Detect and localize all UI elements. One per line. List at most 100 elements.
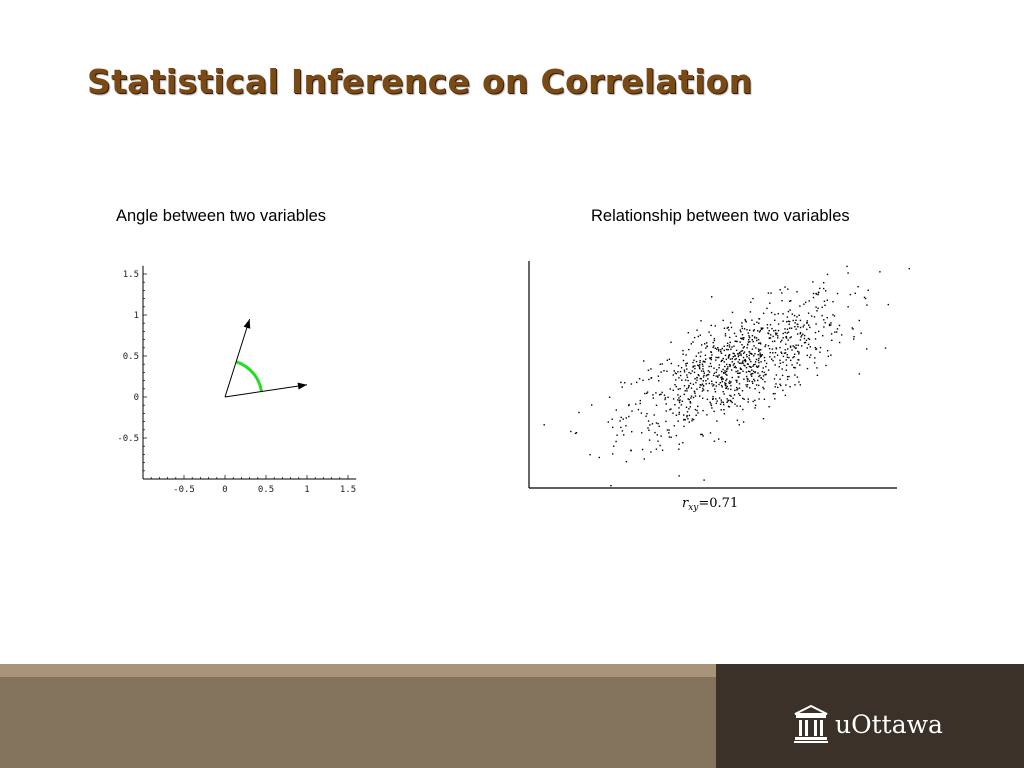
scatter-point (694, 378, 696, 380)
scatter-point (741, 334, 744, 336)
scatter-point (812, 292, 815, 295)
scatter-point (789, 320, 791, 323)
scatter-point (649, 424, 651, 426)
scatter-point (646, 391, 649, 393)
scatter-point (758, 349, 761, 351)
scatter-point (754, 363, 756, 366)
scatter-point (698, 365, 700, 367)
scatter-point (689, 402, 692, 404)
scatter-point (757, 366, 759, 368)
scatter-point (769, 337, 772, 339)
scatter-point (808, 324, 810, 326)
scatter-point (767, 292, 770, 294)
scatter-point (678, 413, 680, 415)
scatter-point (800, 336, 802, 338)
logo-wordmark: uOttawa (835, 709, 943, 739)
scatter-point (788, 323, 790, 325)
scatter-point (748, 354, 750, 357)
scatter-point (628, 403, 630, 406)
scatter-point (628, 404, 630, 407)
scatter-point (752, 297, 754, 300)
scatter-point (741, 390, 744, 392)
scatter-point (782, 313, 784, 315)
scatter-point (723, 349, 725, 352)
scatter-point (797, 323, 799, 325)
scatter-point (744, 360, 747, 363)
scatter-point (768, 330, 770, 332)
scatter-point (773, 330, 775, 332)
scatter-point (635, 403, 637, 405)
scatter-point (665, 403, 667, 405)
scatter-point (782, 320, 784, 322)
scatter-point (742, 356, 745, 359)
scatter-point (788, 300, 791, 302)
scatter-point (677, 399, 679, 401)
scatter-point (686, 388, 688, 390)
scatter-point (724, 333, 727, 335)
scatter-point (746, 386, 748, 388)
scatter-point (616, 434, 618, 436)
scatter-point (760, 354, 762, 357)
scatter-point (714, 325, 716, 327)
scatter-point (758, 391, 761, 394)
scatter-point (678, 377, 680, 379)
scatter-point (721, 359, 723, 362)
scatter-point (785, 359, 787, 361)
scatter-point (598, 456, 600, 459)
scatter-point (781, 368, 783, 370)
scatter-point (775, 348, 778, 350)
scatter-point (700, 378, 702, 380)
scatter-point (647, 369, 650, 371)
scatter-point (739, 351, 741, 354)
scatter-point (746, 380, 749, 382)
scatter-point (753, 345, 755, 347)
scatter-point (866, 304, 868, 306)
scatter-point (747, 341, 750, 343)
scatter-point (670, 436, 672, 438)
scatter-point (858, 373, 861, 375)
scatter-point (702, 384, 705, 387)
scatter-point (695, 360, 698, 363)
scatter-point (826, 317, 828, 319)
scatter-point (822, 335, 824, 337)
scatter-point (799, 326, 802, 329)
scatter-point (794, 384, 796, 386)
scatter-point (860, 332, 862, 334)
scatter-point (659, 444, 661, 447)
scatter-point (758, 398, 760, 400)
scatter-point (726, 385, 728, 388)
scatter-point (666, 359, 668, 361)
scatter-point (623, 434, 625, 436)
scatter-point (779, 359, 781, 361)
scatter-point (749, 352, 751, 355)
scatter-point (744, 358, 746, 361)
scatter-point (755, 365, 758, 367)
scatter-point (908, 267, 910, 270)
scatter-point (717, 347, 719, 349)
scatter-point (742, 397, 744, 400)
scatter-point (729, 364, 731, 366)
scatter-point (774, 313, 776, 316)
scatter-point (745, 354, 748, 356)
scatter-point (743, 352, 745, 355)
scatter-point (730, 326, 733, 329)
scatter-point (728, 329, 730, 331)
scatter-point (713, 384, 715, 386)
scatter-point (769, 302, 771, 304)
scatter-point (685, 354, 687, 356)
scatter-point (667, 396, 669, 398)
scatter-point (853, 338, 855, 340)
scatter-point (720, 401, 723, 403)
scatter-point (678, 407, 680, 409)
scatter-point (717, 375, 719, 377)
scatter-point (706, 414, 708, 416)
scatter-point (823, 326, 825, 328)
scatter-point (721, 347, 723, 350)
scatter-point (744, 318, 746, 321)
scatter-point (673, 425, 675, 427)
scatter-point (733, 353, 735, 355)
scatter-point (624, 382, 626, 384)
scatter-point (825, 290, 827, 292)
scatter-point (711, 407, 713, 409)
scatter-point (797, 326, 799, 328)
